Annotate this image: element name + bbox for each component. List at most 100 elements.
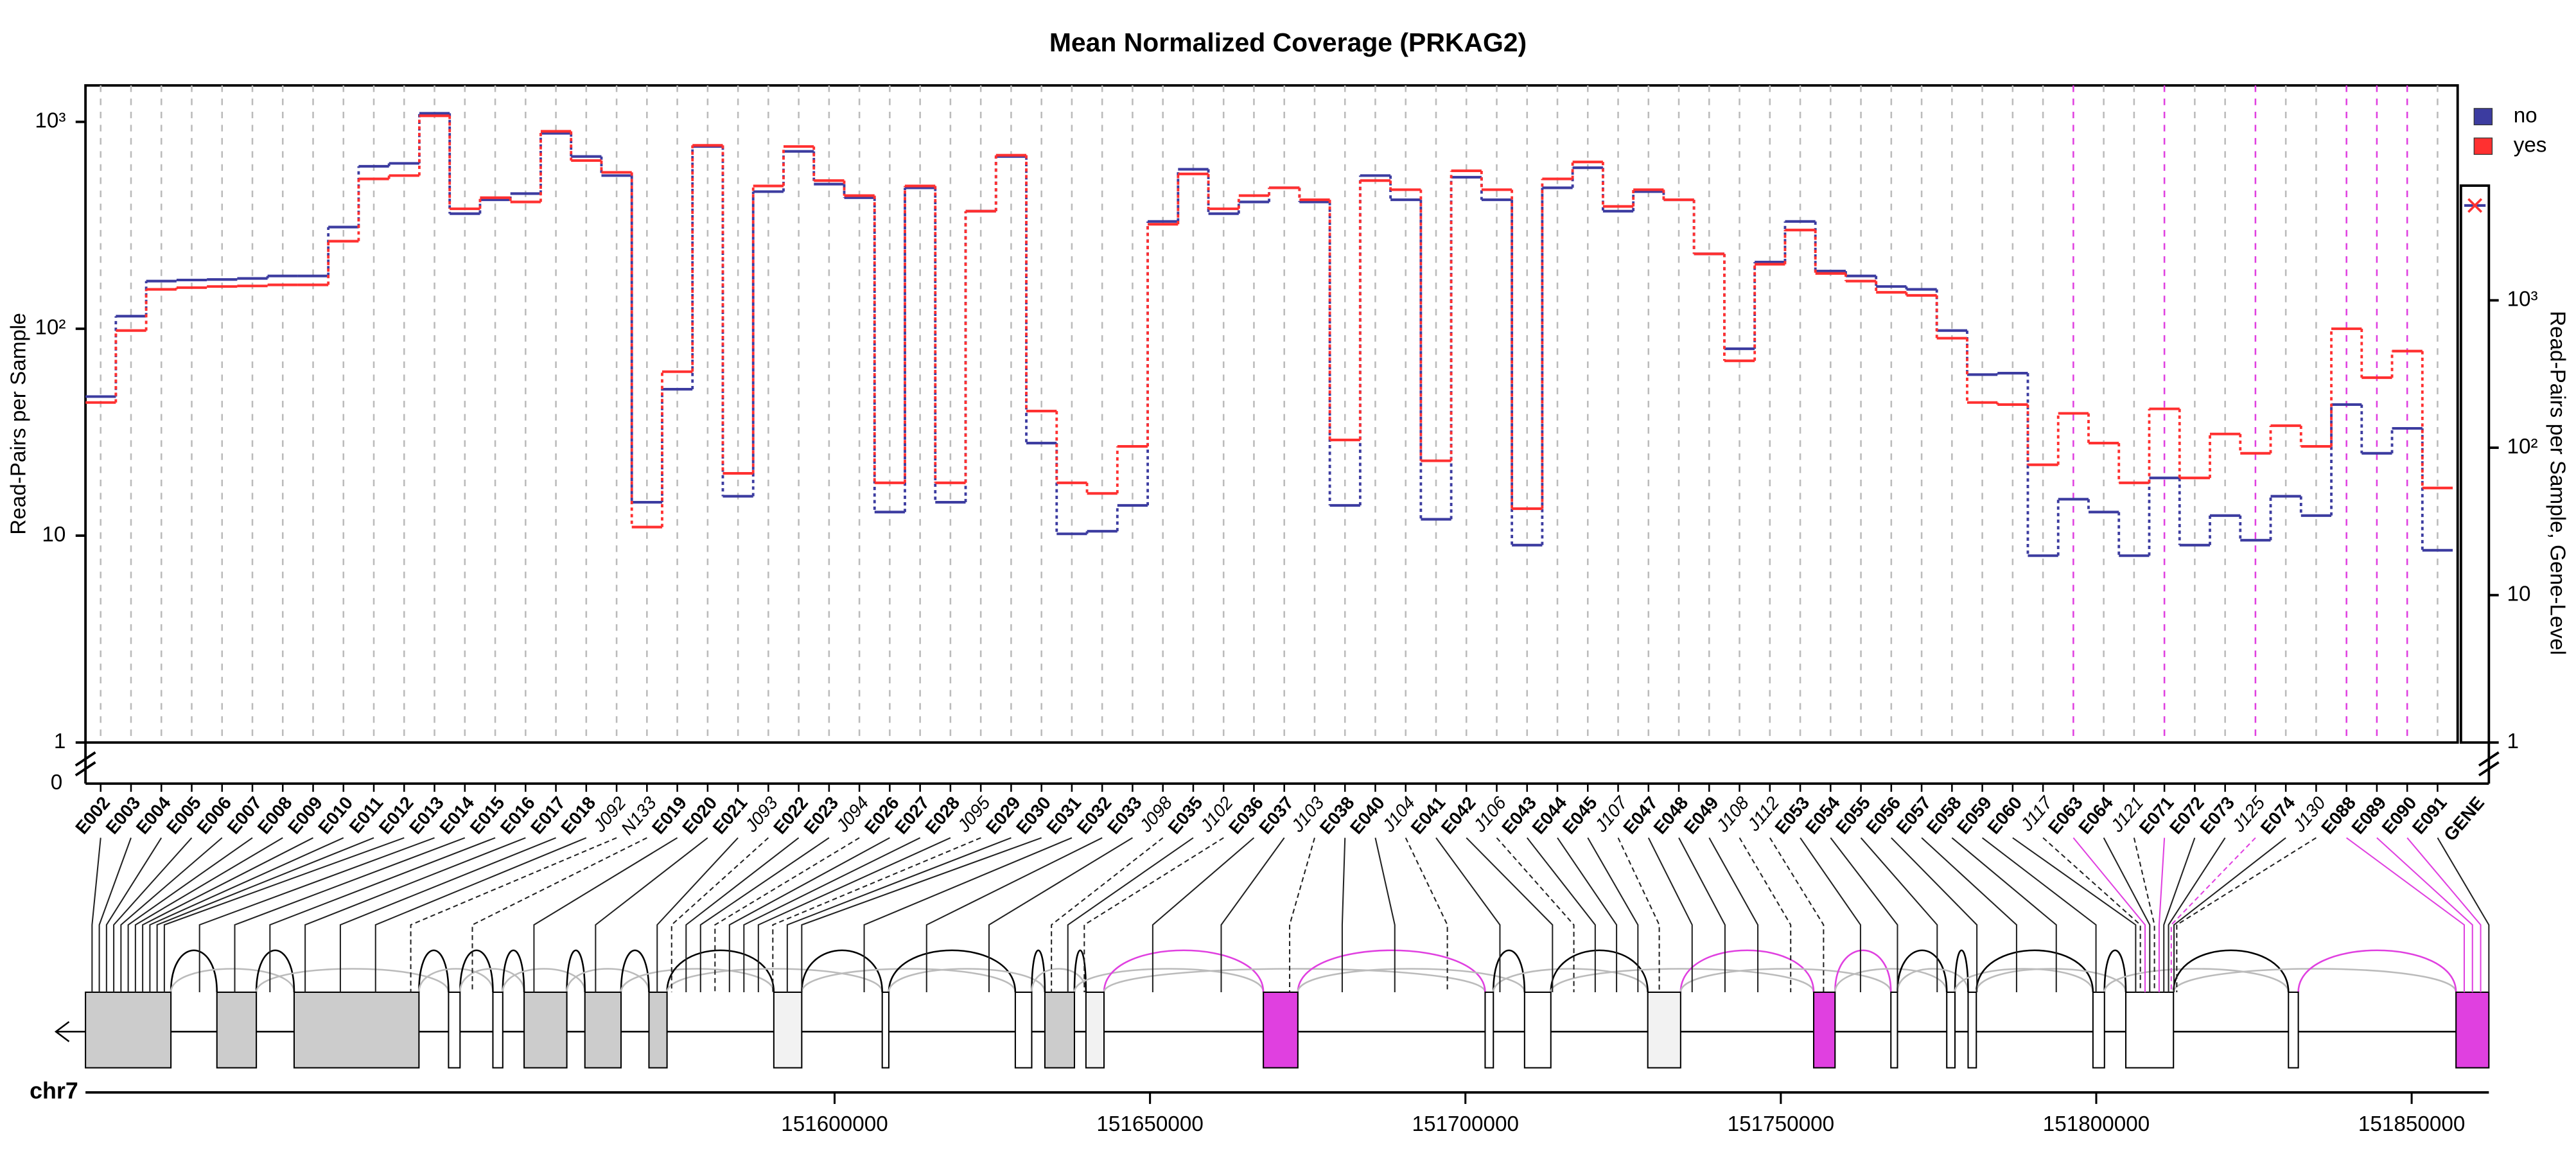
exon-box [1085,991,1105,1069]
junction-arc [666,968,883,993]
junction-arc [566,949,586,992]
x-tick-label: E090 [2378,793,2421,837]
legend-label: no [2514,103,2537,127]
x-tick-label: E043 [1498,793,1540,837]
feature-connector [699,837,830,992]
feature-connector [2012,837,2137,992]
exon-box [1813,991,1836,1069]
genome-tick-label: 151650000 [1096,1112,1203,1136]
x-tick-label: E006 [193,793,235,837]
x-tick-label: E029 [982,793,1024,837]
x-tick-label: E008 [254,793,296,837]
x-tick-label: E053 [1771,793,1814,837]
x-tick-label: E038 [1316,793,1358,837]
genome-tick-label: 151850000 [2358,1112,2465,1136]
genome-tick-label: 151800000 [2043,1112,2150,1136]
x-tick-label: E026 [861,793,903,837]
feature-connector [2173,837,2286,992]
junction-arc [1897,949,1948,992]
junction-arc [1031,949,1046,992]
x-tick-label: E020 [678,793,721,837]
y-break-label: 0 [51,771,62,794]
feature-connector [1067,837,1194,992]
feature-connector [685,837,800,992]
junction-arc [1834,949,1892,992]
legend-label: yes [2514,133,2547,157]
x-tick-label: E017 [527,793,569,837]
x-tick-label: E014 [435,793,478,838]
y2-tick-label: 10² [2507,435,2537,459]
break-mark [74,761,96,776]
exon-box [648,991,668,1069]
y-tick-label: 10³ [35,109,66,133]
exon-box [1647,991,1681,1069]
feature-connector [98,837,132,992]
x-tick-label: E063 [2044,793,2087,837]
feature-connector [656,837,739,992]
x-tick-label: E057 [1893,793,1935,837]
feature-connector [1289,837,1315,992]
exon-box [881,991,889,1069]
x-tick-label: E027 [891,793,933,837]
x-tick-label: E009 [284,793,326,837]
feature-connector [988,837,1133,992]
exon-box [492,991,504,1069]
feature-connector [2163,837,2196,992]
junction-arc [170,968,295,993]
exon-box [216,991,258,1069]
y2-axis-label: Read-Pairs per Sample, Gene-Level [2545,311,2569,655]
exon-box [523,991,568,1069]
feature-connector [1981,837,2097,992]
feature-connector [1739,837,1792,992]
gene-frame [2459,184,2491,744]
x-tick-label: E056 [1862,793,1904,837]
junction-arc [566,968,650,993]
y2-tick-label: 10 [2507,582,2530,606]
x-tick-label: E022 [769,793,812,837]
feature-connector [1051,837,1164,992]
junction-arc [1297,968,1526,993]
exon-box [1263,991,1299,1069]
x-tick-label: E032 [1073,793,1116,837]
exon-box [293,991,420,1069]
x-tick-label: E045 [1559,793,1601,837]
junction-arc [502,968,586,993]
feature-connector [772,837,981,992]
junction-arc [801,968,1017,993]
x-tick-label: E071 [2135,793,2178,837]
feature-connector [1951,837,2057,992]
feature-connector [1374,837,1396,992]
x-tick-label: E012 [375,793,417,837]
x-tick-label: E054 [1801,793,1844,838]
feature-connector [198,837,435,992]
feature-connector [1496,837,1575,992]
x-tick-label: E064 [2074,793,2117,838]
junction-arc [255,968,450,993]
feature-connector [2406,837,2482,992]
feature-connector [595,837,708,992]
x-tick-label: E015 [466,793,509,837]
exon-box [2092,991,2105,1069]
x-tick-label: N133 [617,793,660,839]
feature-connector [113,837,193,992]
genome-tick-label: 151700000 [1412,1112,1519,1136]
x-tick-label: E042 [1437,793,1480,837]
feature-connector [1769,837,1825,992]
junction-arc [2172,968,2457,993]
feature-connector [1152,837,1255,992]
x-tick-label: J108 [1712,793,1753,836]
feature-connector [925,837,1103,992]
feature-connector [1921,837,2017,992]
x-tick-label: E007 [223,793,266,837]
feature-connector [269,837,496,992]
junction-arc [1492,968,1649,993]
feature-connector [234,837,466,992]
feature-connector [2103,837,2151,992]
feature-connector [339,837,556,992]
feature-connector [757,837,951,992]
plot-frame [84,84,2459,744]
junction-arc [1550,968,1815,993]
feature-connector [1466,837,1554,992]
x-tick-label: E031 [1042,793,1085,837]
